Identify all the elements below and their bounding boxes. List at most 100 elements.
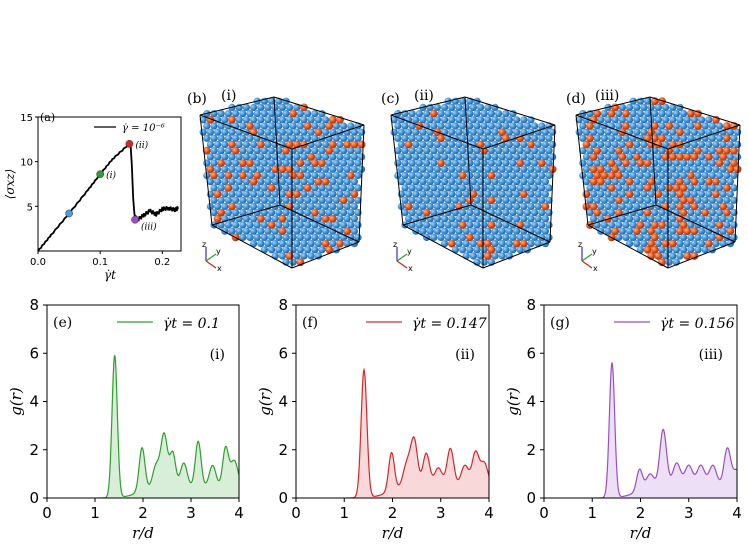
snapshot-3: (d) (iii) z yx: [566, 88, 742, 273]
atom: [708, 233, 717, 241]
cube-edge: [482, 241, 551, 269]
atom: [505, 215, 513, 223]
atom: [633, 240, 641, 248]
atom: [629, 147, 637, 155]
atom: [473, 246, 481, 254]
atom: [541, 178, 550, 186]
atom: [430, 134, 438, 142]
atom: [242, 227, 250, 235]
atom: [654, 240, 663, 248]
defect-atom: [336, 239, 344, 248]
atom: [582, 128, 591, 136]
gr-panel-f: 0 1 2 3 4 0 2 4 6 8 (f) γ̇t = 0.147 (ii) r/d g(r): [256, 296, 494, 542]
atom: [600, 196, 609, 204]
atom: [484, 202, 492, 211]
atom: [246, 196, 254, 204]
atom: [307, 165, 315, 173]
atom: [296, 184, 304, 192]
atom: [296, 209, 304, 217]
defect-atom: [715, 159, 724, 168]
defect-atom: [548, 165, 557, 174]
defect-atom: [719, 202, 728, 211]
marker-label-1: (i): [106, 170, 116, 181]
defect-atom: [614, 196, 623, 205]
atom: [484, 128, 492, 136]
snapshot-1: (b) (i) z yx: [187, 88, 366, 273]
atom: [441, 178, 449, 186]
atom: [640, 116, 648, 124]
atom: [687, 221, 695, 229]
atom: [640, 103, 648, 111]
atom: [217, 110, 225, 118]
atom: [531, 196, 539, 204]
atom: [332, 147, 340, 155]
atom: [680, 171, 688, 180]
atom: [502, 209, 510, 217]
atom: [491, 227, 499, 235]
atom: [680, 147, 688, 155]
atom: [448, 227, 456, 235]
panel-label-snapshot: (c): [381, 91, 400, 107]
atom: [430, 122, 438, 130]
atom: [437, 110, 445, 118]
atom: [534, 165, 542, 173]
atom: [698, 128, 706, 136]
atom: [534, 215, 542, 223]
atom: [531, 209, 539, 217]
atom: [329, 128, 337, 136]
x-axis-label: x: [217, 264, 222, 273]
atom: [314, 215, 322, 223]
atom: [694, 171, 702, 180]
atom: [210, 147, 218, 155]
atom: [484, 153, 492, 161]
atom: [419, 140, 427, 149]
atom: [405, 128, 413, 136]
atom: [477, 165, 485, 173]
defect-atom: [310, 159, 319, 168]
atom: [541, 215, 550, 223]
atom: [509, 233, 517, 241]
atom: [253, 147, 261, 155]
atom: [680, 233, 688, 241]
atom: [665, 246, 673, 254]
atom: [495, 184, 503, 192]
atom: [300, 116, 308, 124]
cube-edge: [655, 204, 736, 243]
defect-atom: [213, 190, 222, 199]
x-tick-label-g: 2: [636, 504, 646, 522]
atom: [694, 246, 702, 254]
atom: [618, 202, 627, 211]
atom: [232, 221, 240, 229]
atom: [690, 140, 699, 149]
atom: [451, 122, 459, 130]
atom: [322, 140, 330, 149]
x-axis-label: x: [593, 264, 598, 273]
atom: [502, 233, 510, 241]
atom: [408, 122, 416, 130]
cube-edge: [291, 124, 365, 150]
atom: [538, 147, 546, 155]
atom: [523, 209, 532, 217]
atom: [307, 116, 315, 124]
atom: [593, 159, 601, 167]
atom: [505, 227, 513, 235]
atom: [239, 184, 247, 192]
atom: [441, 140, 449, 149]
atom: [604, 140, 612, 149]
atom: [289, 233, 297, 241]
atom: [662, 165, 670, 173]
atom: [690, 215, 699, 223]
atom: [491, 190, 499, 198]
atom: [680, 134, 688, 142]
atom: [405, 178, 413, 186]
atom: [311, 171, 319, 180]
atom: [271, 190, 279, 198]
atom: [322, 128, 330, 136]
atom: [527, 190, 535, 198]
atom: [618, 103, 627, 111]
atom: [260, 184, 268, 192]
atom: [520, 178, 528, 186]
atom: [473, 221, 481, 229]
atom: [712, 227, 720, 235]
defect-atom: [267, 221, 276, 229]
